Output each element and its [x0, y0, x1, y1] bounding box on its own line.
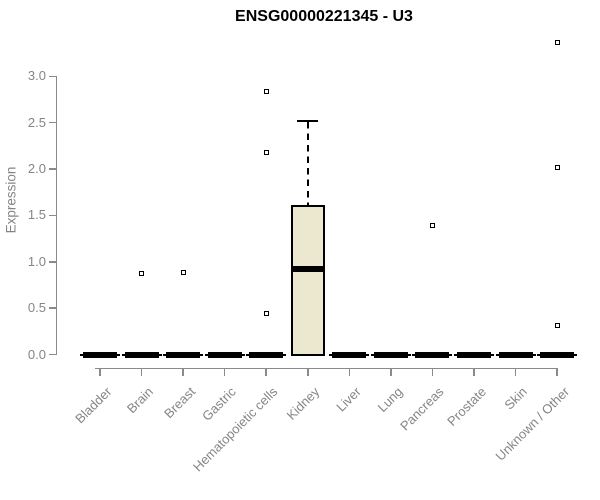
collapsed-box	[373, 351, 408, 358]
collapsed-box	[498, 351, 533, 358]
whisker-cap	[297, 119, 319, 123]
outlier-point	[263, 149, 269, 155]
collapsed-box	[249, 351, 284, 358]
x-tick	[265, 367, 267, 376]
collapsed-box	[207, 351, 242, 358]
y-tick-label: 3.0	[27, 68, 46, 84]
x-tick	[223, 367, 226, 376]
y-tick-label: 1.5	[27, 207, 46, 223]
x-tick-label: Lung	[374, 384, 406, 416]
y-tick	[48, 353, 57, 356]
x-tick	[307, 367, 309, 376]
x-tick-label: Liver	[333, 384, 364, 415]
collapsed-box	[124, 351, 159, 358]
collapsed-box	[456, 351, 491, 358]
x-tick-label: Pancreas	[397, 384, 448, 434]
collapsed-box	[415, 351, 450, 358]
box	[290, 204, 325, 356]
y-tick	[48, 121, 57, 124]
x-tick-label: Breast	[160, 384, 198, 422]
x-tick-label: Gastric	[199, 384, 240, 424]
x-tick	[182, 367, 184, 376]
collapsed-box	[540, 351, 575, 358]
x-tick	[140, 367, 143, 376]
x-axis-line	[95, 367, 559, 369]
y-tick	[48, 214, 57, 217]
collapsed-box	[332, 351, 367, 358]
x-tick-label: Bladder	[72, 384, 115, 427]
outlier-point	[554, 164, 560, 170]
outlier-point	[263, 311, 269, 317]
x-tick	[556, 367, 558, 376]
y-tick	[48, 75, 57, 77]
y-tick-label: 1.0	[27, 253, 46, 269]
outlier-point	[139, 271, 145, 277]
x-tick	[348, 367, 351, 376]
x-tick	[431, 367, 434, 376]
y-tick-label: 0.5	[27, 300, 46, 316]
outlier-point	[263, 88, 269, 94]
outlier-point	[554, 323, 560, 329]
y-tick	[48, 261, 57, 263]
x-tick	[473, 367, 475, 376]
x-tick-label: Prostate	[443, 384, 489, 429]
y-tick-label: 2.0	[27, 161, 46, 176]
x-tick-label: Unknown / Other	[492, 384, 572, 464]
x-tick	[514, 367, 517, 376]
outlier-point	[180, 270, 186, 276]
y-tick-label: 2.5	[27, 114, 46, 130]
collapsed-box	[83, 351, 117, 358]
y-axis-line	[55, 76, 58, 355]
upper-whisker	[306, 122, 309, 206]
x-tick-label: Brain	[124, 384, 157, 417]
x-tick-label: Kidney	[283, 384, 323, 423]
median-line	[290, 266, 325, 273]
outlier-point	[429, 223, 435, 229]
x-tick	[99, 367, 101, 376]
y-tick	[48, 307, 57, 309]
outlier-point	[554, 40, 560, 46]
x-tick-label: Skin	[501, 384, 531, 413]
collapsed-box	[166, 351, 201, 358]
y-tick	[48, 168, 57, 170]
chart-title: ENSG00000221345 - U3	[235, 8, 413, 25]
y-tick-label: 0.0	[27, 346, 46, 362]
x-tick	[390, 367, 392, 376]
